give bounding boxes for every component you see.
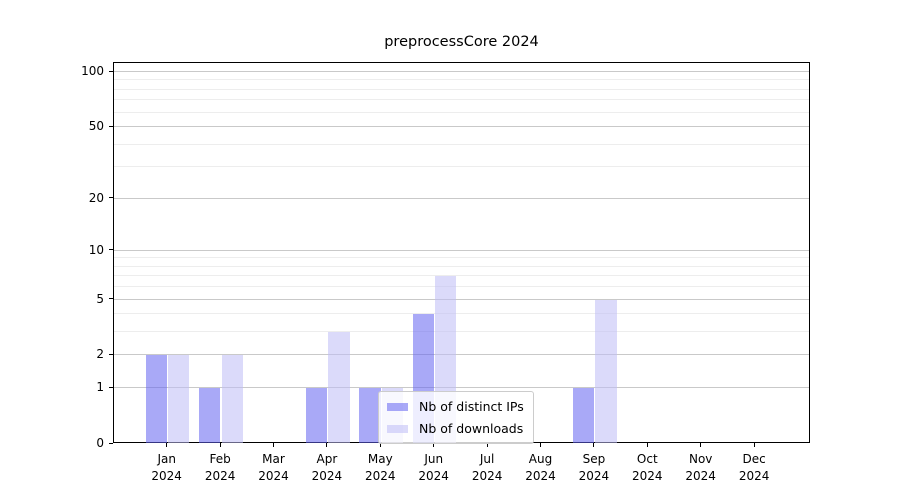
x-tick-label-mar: Mar 2024 bbox=[258, 452, 289, 483]
x-tick-nov bbox=[700, 443, 702, 447]
legend-row-downloads: Nb of downloads bbox=[387, 421, 524, 436]
x-tick-feb bbox=[219, 443, 221, 447]
gridline-major-5 bbox=[114, 298, 809, 300]
gridline-major-20 bbox=[114, 197, 809, 199]
y-tick-100 bbox=[109, 70, 113, 72]
x-tick-label-oct: Oct 2024 bbox=[632, 452, 663, 483]
y-tick-label-10: 10 bbox=[88, 242, 104, 257]
x-tick-sep bbox=[593, 443, 595, 447]
x-tick-mar bbox=[273, 443, 274, 447]
chart-title: preprocessCore 2024 bbox=[384, 34, 539, 50]
bar-distinct-ips-jan bbox=[145, 355, 168, 443]
x-tick-jan bbox=[166, 443, 168, 447]
x-tick-label-may: May 2024 bbox=[365, 452, 396, 483]
y-tick-label-2: 2 bbox=[96, 347, 104, 362]
gridline-major-50 bbox=[114, 126, 809, 128]
x-tick-label-apr: Apr 2024 bbox=[311, 452, 343, 483]
x-tick-apr bbox=[326, 443, 328, 447]
bar-distinct-ips-apr bbox=[306, 388, 328, 443]
y-tick-label-1: 1 bbox=[96, 380, 104, 395]
bar-downloads-sep bbox=[595, 299, 617, 443]
y-tick-label-100: 100 bbox=[81, 64, 104, 79]
plot-area bbox=[113, 62, 810, 443]
gridline-minor-6 bbox=[114, 286, 809, 288]
x-tick-label-dec: Dec 2024 bbox=[738, 452, 770, 483]
bar-distinct-ips-feb bbox=[199, 388, 221, 443]
legend-swatch-distinct-ips bbox=[387, 402, 408, 411]
gridline-minor-30 bbox=[114, 166, 809, 168]
x-tick-may bbox=[379, 443, 381, 447]
x-tick-jun bbox=[433, 443, 435, 447]
bar-downloads-apr bbox=[328, 332, 350, 443]
x-tick-label-sep: Sep 2024 bbox=[578, 452, 610, 483]
y-tick-10 bbox=[109, 249, 113, 251]
y-tick-1 bbox=[109, 386, 113, 388]
y-tick-label-50: 50 bbox=[88, 119, 104, 134]
gridline-minor-3 bbox=[114, 331, 809, 333]
legend-swatch-downloads bbox=[387, 424, 408, 433]
y-tick-label-20: 20 bbox=[88, 190, 104, 205]
gridline-minor-8 bbox=[114, 265, 809, 267]
y-tick-50 bbox=[109, 125, 113, 127]
legend: Nb of distinct IPs Nb of downloads bbox=[378, 391, 534, 444]
y-tick-0 bbox=[109, 442, 113, 444]
y-tick-label-5: 5 bbox=[96, 291, 104, 306]
y-tick-20 bbox=[109, 197, 113, 199]
bar-downloads-feb bbox=[221, 355, 243, 443]
x-tick-label-jan: Jan 2024 bbox=[151, 452, 182, 483]
x-tick-label-feb: Feb 2024 bbox=[204, 452, 236, 483]
gridline-major-100 bbox=[114, 71, 809, 73]
y-tick-5 bbox=[109, 298, 113, 300]
bar-downloads-jan bbox=[168, 355, 190, 443]
x-tick-dec bbox=[753, 443, 755, 447]
gridline-minor-70 bbox=[114, 99, 809, 101]
x-tick-jul bbox=[486, 443, 488, 447]
gridline-minor-90 bbox=[114, 79, 809, 81]
gridline-minor-4 bbox=[114, 313, 809, 315]
bar-distinct-ips-may bbox=[359, 388, 381, 443]
x-tick-oct bbox=[646, 443, 648, 447]
y-tick-label-0: 0 bbox=[96, 436, 104, 450]
legend-row-distinct-ips: Nb of distinct IPs bbox=[387, 399, 524, 414]
gridline-major-2 bbox=[114, 354, 809, 356]
legend-label-downloads: Nb of downloads bbox=[419, 421, 524, 436]
x-tick-label-jun: Jun 2024 bbox=[418, 452, 449, 483]
x-tick-label-nov: Nov 2024 bbox=[685, 452, 716, 483]
gridline-major-10 bbox=[114, 249, 809, 251]
gridline-major-1 bbox=[114, 387, 809, 389]
gridline-minor-9 bbox=[114, 257, 809, 259]
x-tick-aug bbox=[540, 443, 541, 447]
legend-label-distinct-ips: Nb of distinct IPs bbox=[419, 399, 524, 414]
x-tick-label-aug: Aug 2024 bbox=[525, 452, 556, 483]
bar-distinct-ips-sep bbox=[573, 388, 595, 443]
gridline-minor-40 bbox=[114, 143, 809, 145]
gridline-minor-60 bbox=[114, 111, 809, 113]
gridline-minor-80 bbox=[114, 88, 809, 90]
x-tick-label-jul: Jul 2024 bbox=[471, 452, 503, 483]
gridline-minor-7 bbox=[114, 275, 809, 277]
y-tick-2 bbox=[109, 353, 113, 355]
